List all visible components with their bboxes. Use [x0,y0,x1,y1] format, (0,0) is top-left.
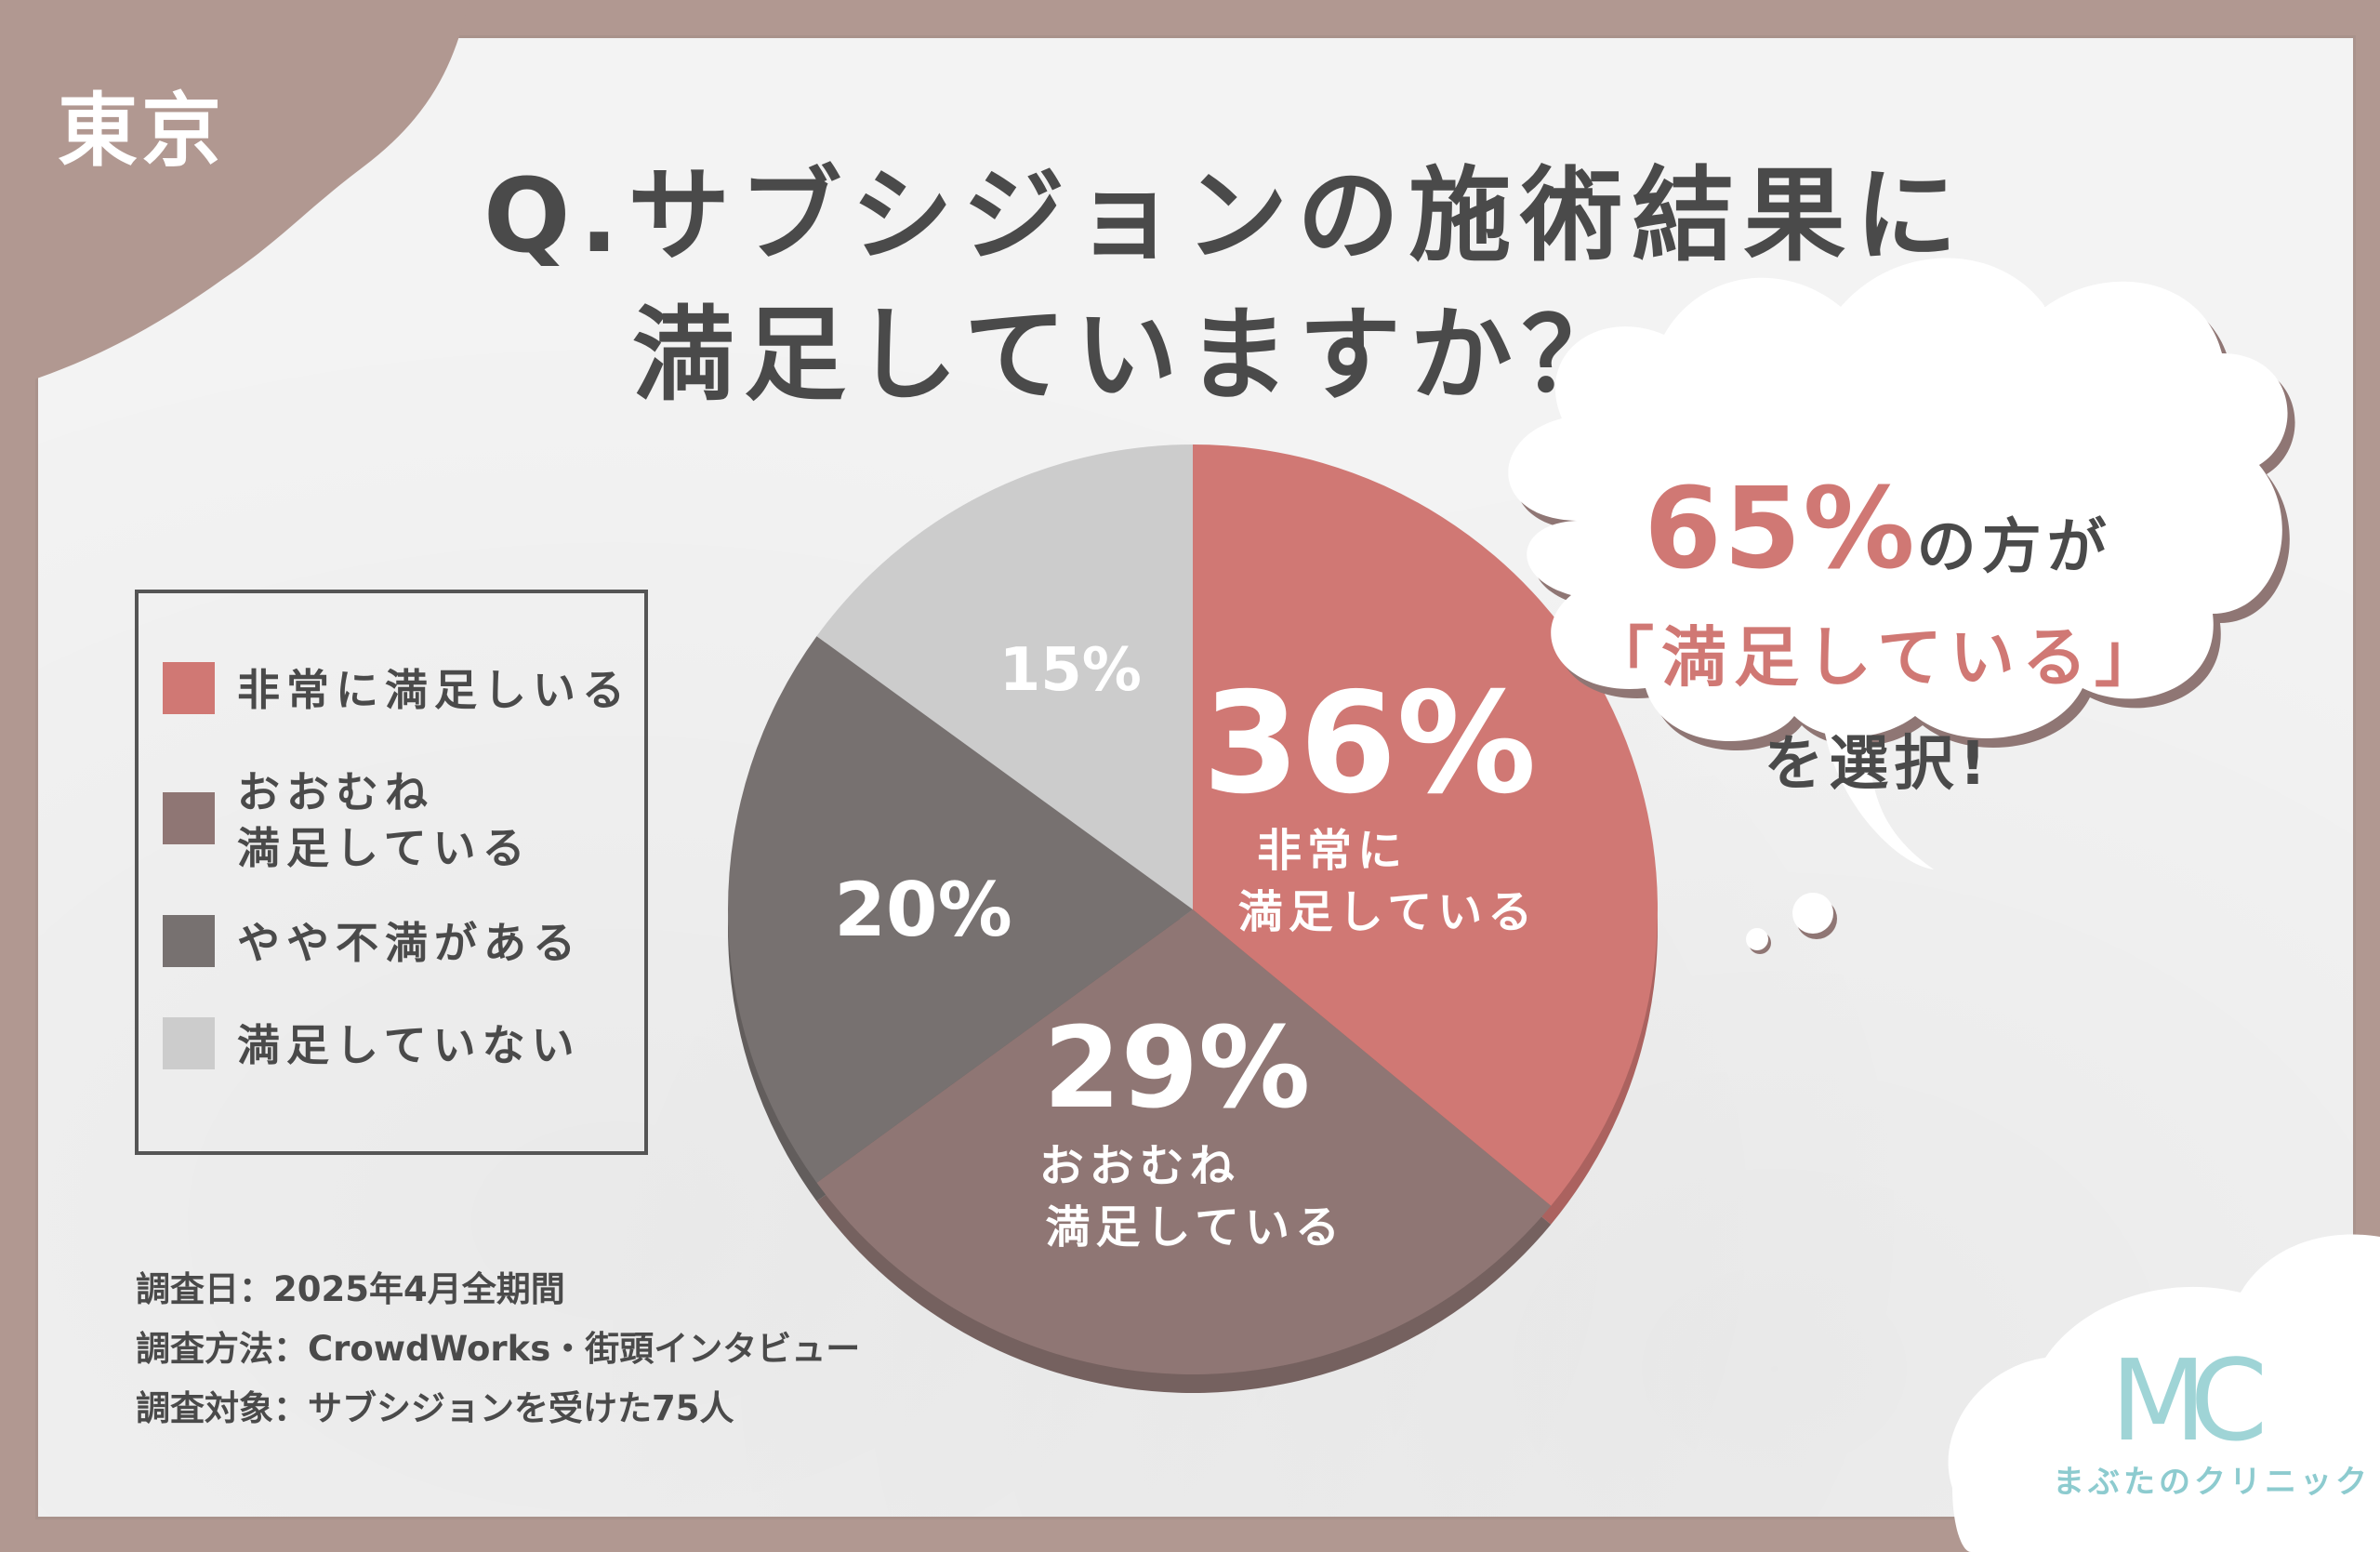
pie-slice [728,636,1193,1183]
pie-percent-label: 20% [834,867,1012,953]
legend-swatch [163,792,215,844]
legend-item: 非常に満足しいる [163,662,637,718]
logo-name: まぶたのクリニック [2053,1464,2371,1501]
legend-item: 満足していない [163,1017,637,1073]
legend-swatch [163,1017,215,1069]
pie-percent-label: 29% [1043,1004,1310,1134]
region-label: 東京 [58,85,225,178]
pie-category-label: 満足している [1045,1201,1345,1254]
callout-line-3: を選択! [1764,730,1992,799]
pie-slice [816,444,1193,909]
legend-item: やや不満がある [163,915,637,971]
pie-percent-label: 36% [1202,663,1536,825]
legend-label: 満足していない [237,1020,581,1070]
legend-label: 非常に満足しいる [237,665,631,715]
legend-swatch [163,662,215,714]
legend-label: やや不満がある [237,918,582,968]
survey-target: 調査対象：サブシジョンを受けた75人 [136,1388,734,1428]
logo-mark: MC [2110,1337,2268,1466]
pie-percent-label: 15% [999,636,1142,705]
legend-swatch [163,915,215,967]
callout-line1-suffix: の方が [1916,513,2112,582]
callout-line-2: 「満足している」 [1589,619,2167,696]
pie-category-label: 非常に [1257,825,1408,877]
pie-category-label: おおむね [1039,1140,1240,1192]
survey-date: 調査日：2025年4月全期間 [136,1269,565,1309]
callout-percent: 65% [1644,465,1917,594]
title-line-1: Q.サブシジョンの施術結果に [483,156,1967,275]
pie-slice [1193,444,1658,1206]
title-line-2: 満足していますか？ [632,296,1633,415]
callout-line-1: 65%の方が [1534,465,2222,594]
legend-label: おおむね 満足している [237,767,532,873]
survey-method: 調査方法：CrowdWorks・街頭インタビュー [136,1329,861,1369]
legend-item: おおむね 満足している [163,764,637,876]
legend: 非常に満足しいる おおむね 満足している やや不満がある 満足していない [135,590,648,1155]
pie-slices [728,444,1658,1374]
speech-bubble [1508,258,2288,950]
pie-slice [816,909,1552,1374]
pie-category-label: 満足している [1238,886,1539,938]
callout: 65%の方が 「満足している」 を選択! [1534,465,2222,802]
